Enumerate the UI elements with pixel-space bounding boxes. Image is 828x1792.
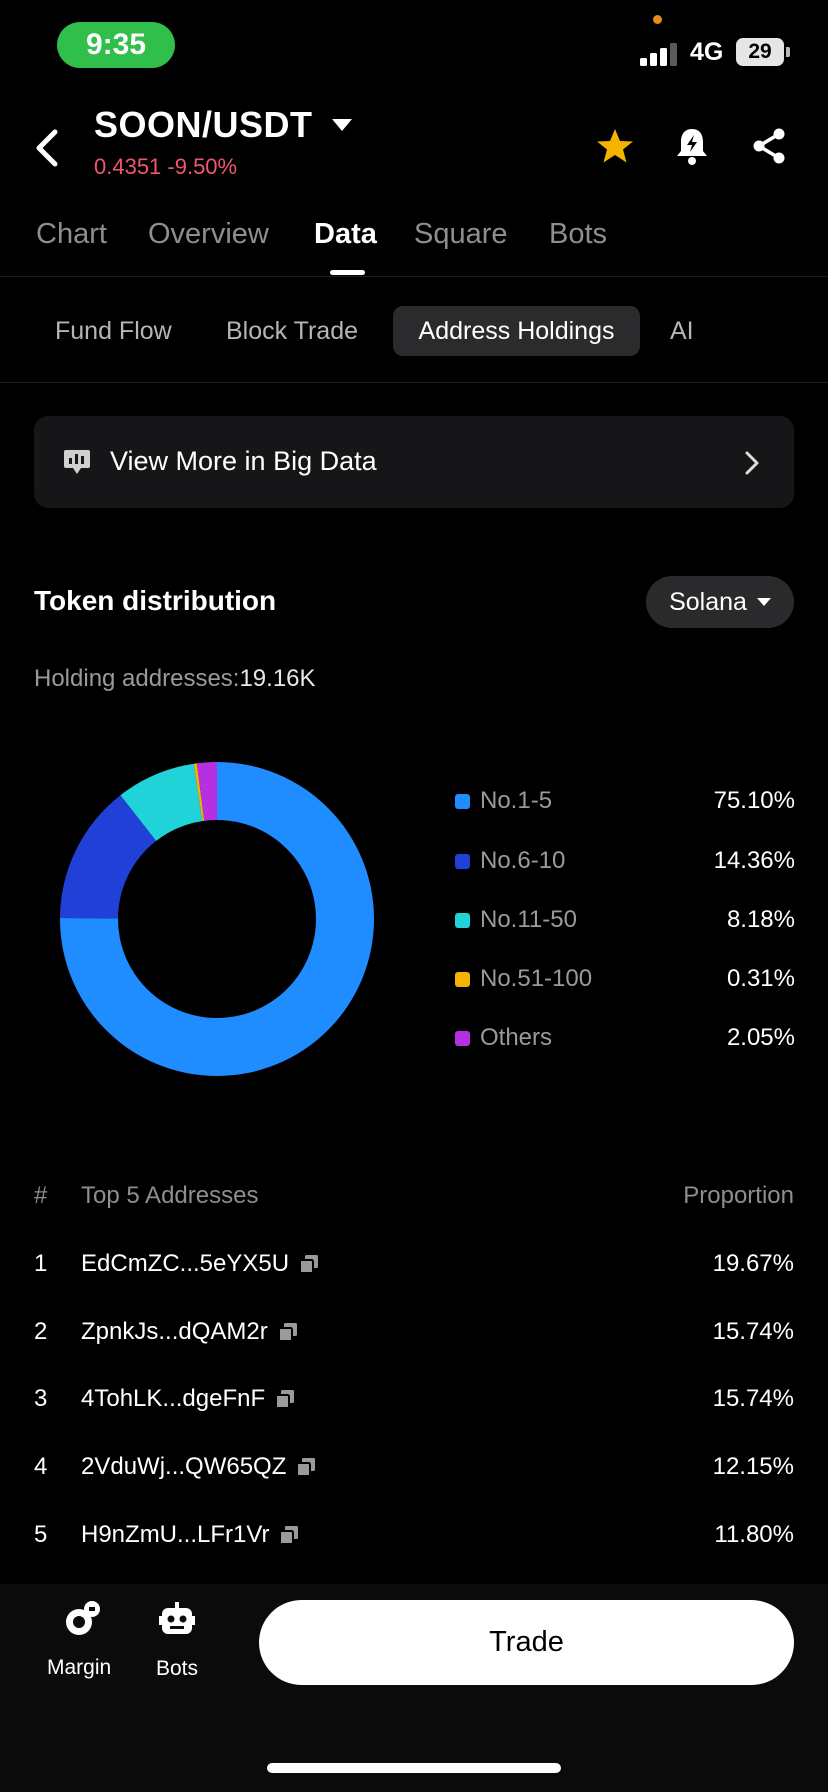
donut-slice-2 xyxy=(60,795,157,919)
caret-down-icon[interactable] xyxy=(332,119,352,133)
legend-swatch xyxy=(455,971,470,987)
trade-button[interactable]: Trade xyxy=(259,1600,794,1685)
robot-icon xyxy=(159,1602,195,1634)
row-address-cell: EdCmZC...5eYX5U xyxy=(81,1250,319,1278)
row-index: 1 xyxy=(34,1250,48,1277)
share-icon[interactable] xyxy=(752,128,786,164)
privacy-indicator-dot xyxy=(653,15,662,24)
view-big-data-label: View More in Big Data xyxy=(110,446,377,476)
battery-tip xyxy=(786,47,790,57)
pair-title[interactable]: SOON/USDT xyxy=(94,104,313,145)
bots-label: Bots xyxy=(156,1657,199,1680)
row-address: 4TohLK...dgeFnF xyxy=(81,1385,266,1412)
caret-down-icon xyxy=(756,598,771,606)
row-address-cell: 2VduWj...QW65QZ xyxy=(81,1453,316,1481)
row-proportion: 15.74% xyxy=(712,1385,794,1412)
copy-icon[interactable] xyxy=(296,1457,316,1477)
tab-square[interactable]: Square xyxy=(414,218,508,250)
star-icon[interactable] xyxy=(596,128,634,164)
donut-slice-4 xyxy=(193,763,205,822)
legend-label: No.6-10 xyxy=(480,847,566,874)
row-address: 2VduWj...QW65QZ xyxy=(81,1453,287,1480)
col-index-header: # xyxy=(34,1182,48,1209)
subtab-ai[interactable]: AI xyxy=(670,316,694,345)
donut-slice-5 xyxy=(196,762,217,821)
legend-item: No.51-100 0.31% xyxy=(455,959,795,999)
legend-item: No.6-10 14.36% xyxy=(455,841,795,881)
row-index: 4 xyxy=(34,1453,48,1480)
price-change: 0.4351 -9.50% xyxy=(94,154,238,179)
legend-label: Others xyxy=(480,1024,553,1051)
legend-swatch xyxy=(455,1030,470,1046)
row-address-cell: 4TohLK...dgeFnF xyxy=(81,1385,295,1413)
row-address: EdCmZC...5eYX5U xyxy=(81,1250,290,1277)
row-index: 2 xyxy=(34,1318,48,1345)
active-tab-indicator xyxy=(330,270,365,275)
legend-item: No.1-5 75.10% xyxy=(455,781,795,821)
subtab-address-holdings[interactable]: Address Holdings xyxy=(393,306,640,356)
subtabs-divider xyxy=(0,382,828,383)
tab-overview[interactable]: Overview xyxy=(148,218,269,250)
legend-value: 2.05% xyxy=(726,1024,795,1051)
legend-value: 0.31% xyxy=(726,965,795,992)
copy-icon[interactable] xyxy=(277,1322,298,1342)
holding-addresses: Holding addresses:19.16K xyxy=(34,665,316,693)
row-address-cell: H9nZmU...LFr1Vr xyxy=(81,1521,299,1549)
tabs-divider xyxy=(0,276,828,277)
row-proportion: 19.67% xyxy=(712,1250,794,1277)
donut-slice-3 xyxy=(120,763,203,841)
copy-icon[interactable] xyxy=(275,1389,295,1409)
battery-icon: 29 xyxy=(736,38,784,66)
chain-selector-label: Solana xyxy=(669,587,747,616)
tab-bots[interactable]: Bots xyxy=(549,218,608,250)
legend-value: 75.10% xyxy=(713,787,795,814)
legend-label: No.1-5 xyxy=(480,787,553,814)
donut-slice-1 xyxy=(60,762,374,1076)
row-index: 3 xyxy=(34,1385,48,1412)
view-big-data-banner[interactable] xyxy=(34,416,794,508)
row-proportion: 11.80% xyxy=(714,1521,794,1548)
legend-value: 8.18% xyxy=(726,906,795,933)
holding-value: 19.16K xyxy=(239,665,316,692)
chain-selector[interactable]: Solana xyxy=(646,576,794,628)
holding-label: Holding addresses: xyxy=(34,665,240,692)
row-proportion: 12.15% xyxy=(712,1453,794,1480)
legend-label: No.51-100 xyxy=(480,965,593,992)
col-address-header: Top 5 Addresses xyxy=(81,1182,259,1209)
home-indicator xyxy=(267,1763,561,1773)
legend-swatch xyxy=(455,793,470,809)
row-address: H9nZmU...LFr1Vr xyxy=(81,1521,270,1548)
signal-icon xyxy=(640,43,677,66)
row-address-cell: ZpnkJs...dQAM2r xyxy=(81,1318,298,1346)
token-distribution-donut xyxy=(60,762,374,1076)
subtab-block-trade[interactable]: Block Trade xyxy=(226,316,359,345)
row-address: ZpnkJs...dQAM2r xyxy=(81,1318,268,1345)
margin-label: Margin xyxy=(47,1656,112,1679)
margin-button[interactable]: Margin xyxy=(40,1600,120,1680)
row-index: 5 xyxy=(34,1521,48,1548)
legend-swatch xyxy=(455,912,470,928)
legend-item: Others 2.05% xyxy=(455,1018,795,1058)
back-arrow-icon[interactable] xyxy=(34,128,60,168)
chevron-right-icon xyxy=(745,451,759,475)
legend-label: No.11-50 xyxy=(480,906,577,933)
big-data-icon xyxy=(64,450,90,474)
copy-icon[interactable] xyxy=(299,1254,319,1274)
copy-icon[interactable] xyxy=(279,1525,299,1545)
section-title: Token distribution xyxy=(34,585,277,616)
legend-value: 14.36% xyxy=(713,847,795,874)
subtab-fund-flow[interactable]: Fund Flow xyxy=(55,316,172,345)
price-alert-bell-icon[interactable] xyxy=(676,126,708,166)
tab-chart[interactable]: Chart xyxy=(36,218,107,250)
col-proportion-header: Proportion xyxy=(683,1182,794,1209)
tab-data[interactable]: Data xyxy=(314,218,377,250)
legend-swatch xyxy=(455,853,470,869)
status-time: 9:35 xyxy=(57,22,175,68)
margin-icon xyxy=(66,1601,100,1635)
row-proportion: 15.74% xyxy=(712,1318,794,1345)
network-type: 4G xyxy=(690,38,724,66)
legend-item: No.11-50 8.18% xyxy=(455,900,795,940)
bots-button[interactable]: Bots xyxy=(148,1600,208,1680)
